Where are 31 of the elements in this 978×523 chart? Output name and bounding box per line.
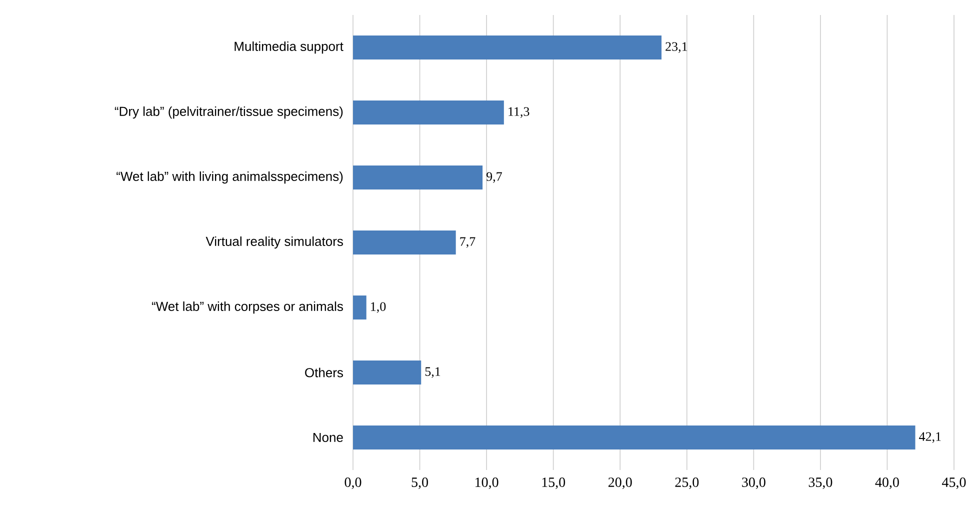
y-tick-label: None [313,432,343,442]
data-label: 42,1 [919,432,941,443]
data-label: 1,0 [371,302,386,313]
x-tick-label: 30,0 [742,478,766,489]
data-label: 11,3 [508,107,530,118]
y-tick-label: Virtual reality simulators [206,236,343,249]
x-tick-label: 10,0 [476,478,498,489]
bar [353,425,916,450]
x-tick-label: 0,0 [344,478,362,489]
data-label: 7,7 [460,237,476,248]
x-tick-label: 35,0 [808,478,832,489]
x-tick-label: 40,0 [875,478,899,489]
bar [353,35,662,60]
y-tick-label: Others [305,368,344,378]
data-label: 23,1 [666,42,688,53]
bar [353,360,422,385]
x-tick-label: 45,0 [942,478,966,489]
y-tick-label: “Dry lab” (pelvitrainer/tissue specimens) [114,106,343,119]
bar [353,230,456,255]
y-tick-label: Multimedia support [234,41,344,54]
data-label: 9,7 [486,172,502,183]
data-label: 5,1 [425,367,440,378]
bar [353,295,366,320]
x-tick-label: 15,0 [542,478,566,489]
bar [353,165,483,190]
bar [353,100,504,125]
x-tick-label: 20,0 [608,478,632,489]
y-tick-label: “Wet lab” with living animalsspecimens) [116,171,343,184]
y-tick-label: “Wet lab” with corpses or animals [152,301,343,314]
x-tick-label: 5,0 [412,478,428,489]
x-tick-label: 25,0 [675,478,699,489]
